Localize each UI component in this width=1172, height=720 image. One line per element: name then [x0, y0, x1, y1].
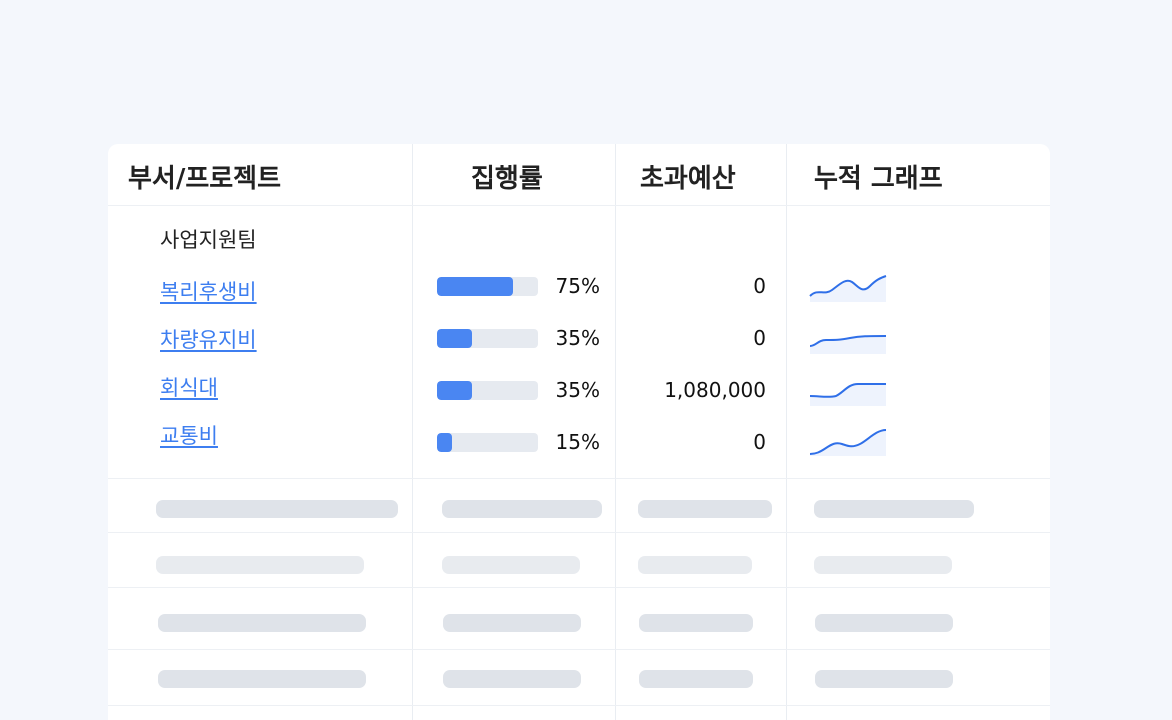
over-budget-value: 0 — [753, 326, 766, 350]
sparkline — [809, 335, 887, 354]
skeleton-placeholder — [443, 614, 581, 632]
header-over-budget: 초과예산 — [640, 164, 736, 194]
over-budget-value: 1,080,000 — [664, 378, 766, 402]
row-link-vehicle[interactable]: 차량유지비 — [160, 328, 257, 352]
sparkline — [809, 275, 887, 302]
skeleton-placeholder — [638, 500, 772, 518]
skeleton-placeholder — [442, 556, 580, 574]
column-divider — [412, 144, 413, 720]
progress-bar — [437, 433, 538, 452]
progress-bar — [437, 381, 538, 400]
header-exec-rate: 집행률 — [471, 164, 543, 194]
row-link-dinner[interactable]: 회식대 — [160, 376, 218, 400]
skeleton-placeholder — [639, 614, 753, 632]
skeleton-placeholder — [815, 670, 953, 688]
skeleton-placeholder — [156, 500, 398, 518]
group-name: 사업지원팀 — [160, 228, 257, 252]
progress-fill — [437, 381, 473, 400]
skeleton-placeholder — [156, 556, 364, 574]
header-cumulative-graph: 누적 그래프 — [814, 164, 943, 194]
skeleton-placeholder — [639, 670, 753, 688]
header-divider — [108, 205, 1050, 206]
skeleton-placeholder — [815, 614, 953, 632]
row-divider — [108, 649, 1050, 650]
skeleton-placeholder — [814, 500, 974, 518]
progress-fill — [437, 433, 453, 452]
row-divider — [108, 705, 1050, 706]
sparkline — [809, 383, 886, 406]
column-divider — [615, 144, 616, 720]
skeleton-placeholder — [158, 614, 366, 632]
row-divider — [108, 587, 1050, 588]
skeleton-placeholder — [814, 556, 952, 574]
row-link-transport[interactable]: 교통비 — [160, 424, 218, 448]
sparkline — [809, 429, 887, 456]
exec-rate-value: 35% — [555, 326, 600, 350]
skeleton-placeholder — [442, 500, 602, 518]
exec-rate-value: 35% — [555, 378, 600, 402]
skeleton-placeholder — [638, 556, 752, 574]
column-divider — [786, 144, 787, 720]
row-link-welfare[interactable]: 복리후생비 — [160, 280, 257, 304]
exec-rate-value: 15% — [555, 430, 600, 454]
row-divider — [108, 532, 1050, 533]
skeleton-placeholder — [158, 670, 366, 688]
progress-fill — [437, 277, 513, 296]
over-budget-value: 0 — [753, 274, 766, 298]
exec-rate-value: 75% — [555, 274, 600, 298]
progress-bar — [437, 329, 538, 348]
budget-table: 부서/프로젝트 집행률 초과예산 누적 그래프 사업지원팀 복리후생비 75% … — [108, 144, 1050, 720]
over-budget-value: 0 — [753, 430, 766, 454]
header-dept: 부서/프로젝트 — [128, 164, 282, 194]
progress-bar — [437, 277, 538, 296]
progress-fill — [437, 329, 473, 348]
row-divider — [108, 478, 1050, 479]
skeleton-placeholder — [443, 670, 581, 688]
